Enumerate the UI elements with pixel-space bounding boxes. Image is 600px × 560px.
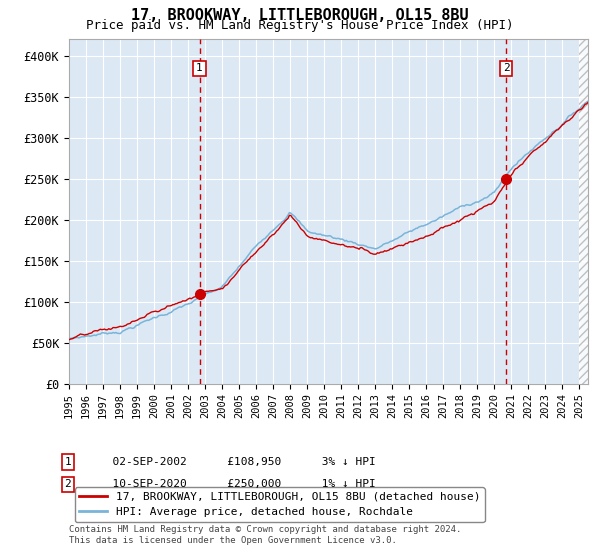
Text: 2: 2 bbox=[64, 479, 71, 489]
Text: 2: 2 bbox=[503, 63, 509, 73]
Text: 10-SEP-2020      £250,000      1% ↓ HPI: 10-SEP-2020 £250,000 1% ↓ HPI bbox=[99, 479, 376, 489]
Text: Contains HM Land Registry data © Crown copyright and database right 2024.
This d: Contains HM Land Registry data © Crown c… bbox=[69, 525, 461, 545]
Text: 02-SEP-2002      £108,950      3% ↓ HPI: 02-SEP-2002 £108,950 3% ↓ HPI bbox=[99, 457, 376, 467]
Legend: 17, BROOKWAY, LITTLEBOROUGH, OL15 8BU (detached house), HPI: Average price, deta: 17, BROOKWAY, LITTLEBOROUGH, OL15 8BU (d… bbox=[74, 487, 485, 522]
Text: 1: 1 bbox=[64, 457, 71, 467]
Text: 17, BROOKWAY, LITTLEBOROUGH, OL15 8BU: 17, BROOKWAY, LITTLEBOROUGH, OL15 8BU bbox=[131, 8, 469, 24]
Text: 1: 1 bbox=[196, 63, 203, 73]
Text: Price paid vs. HM Land Registry's House Price Index (HPI): Price paid vs. HM Land Registry's House … bbox=[86, 19, 514, 32]
